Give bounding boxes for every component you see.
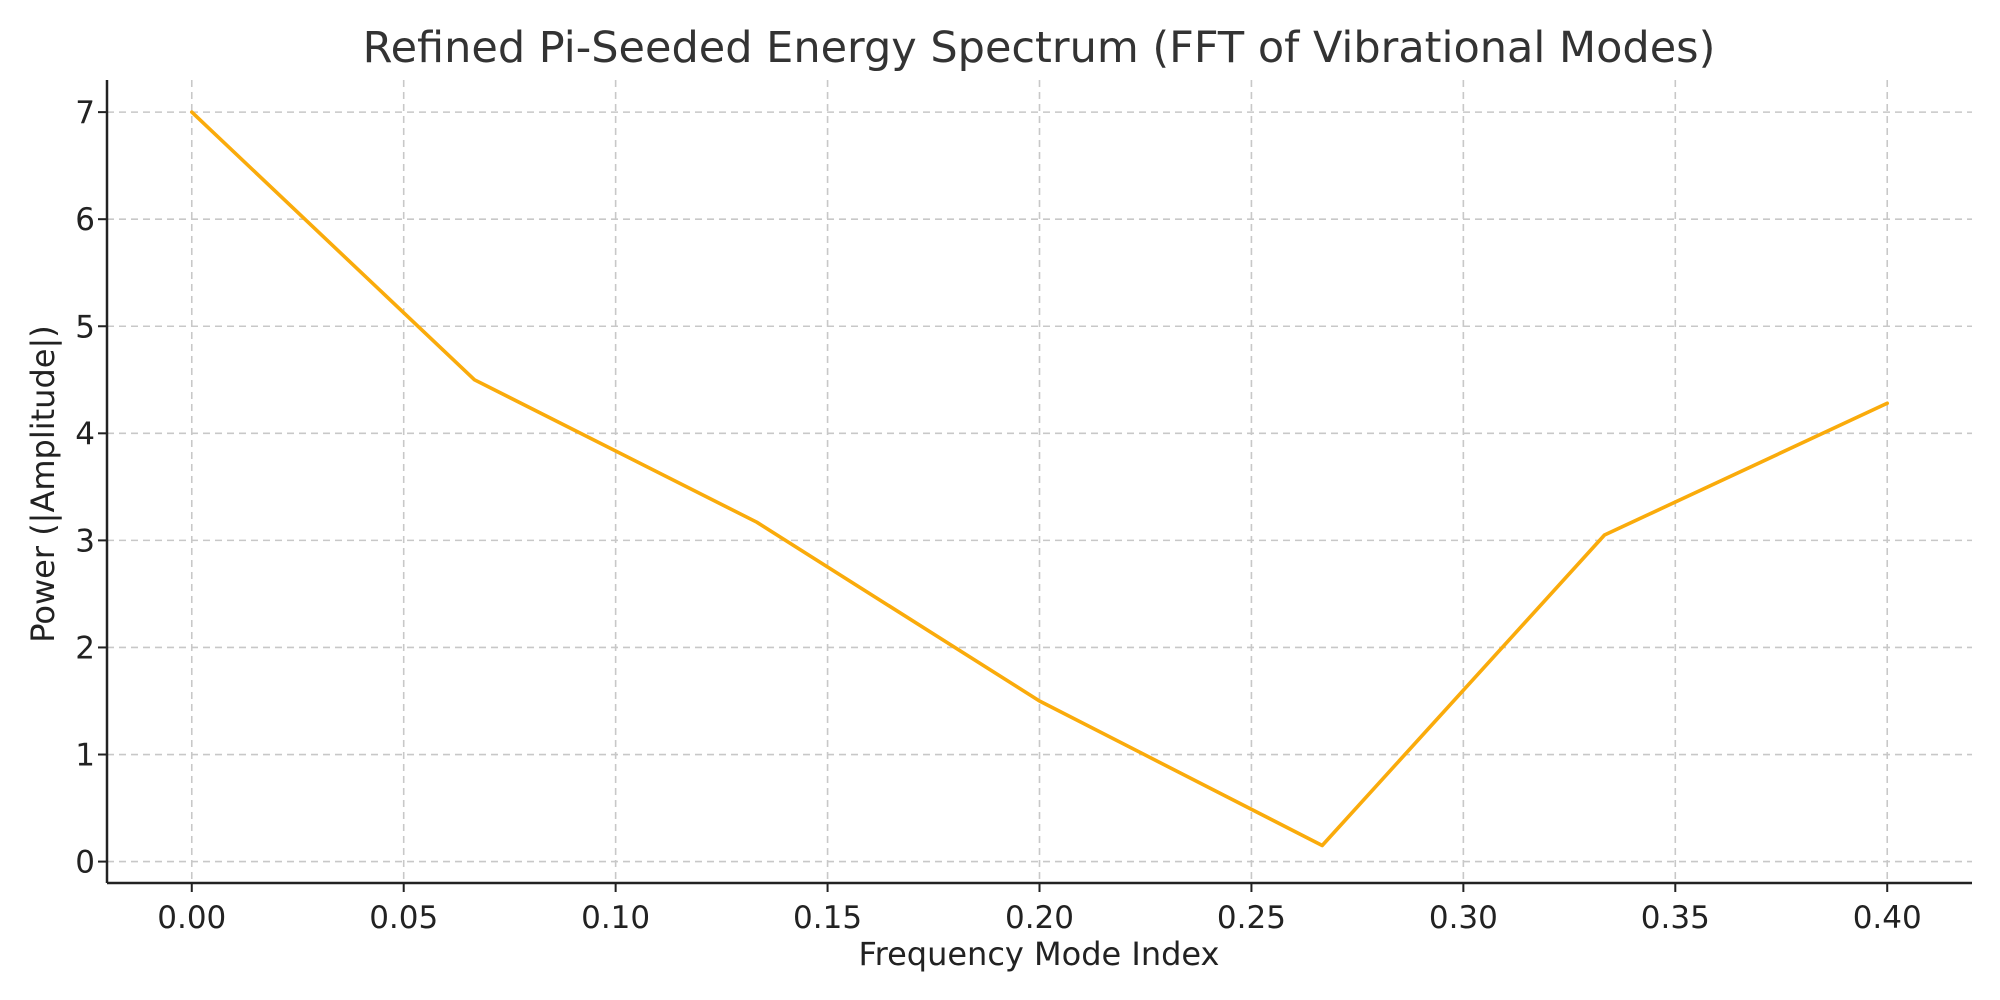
x-tick-label: 0.00 (157, 900, 226, 936)
y-tick-label: 6 (75, 202, 95, 238)
ticks-layer: 0.00 0.05 0.10 0.15 0.20 0.25 0.30 0.35 0.40 0 1 2 3… (75, 95, 1921, 936)
x-tick-label: 0.10 (581, 900, 650, 936)
x-tick-label: 0.15 (793, 900, 862, 936)
data-point (191, 112, 192, 113)
chart-title: Refined Pi-Seeded Energy Spectrum (FFT o… (363, 23, 1716, 73)
data-point (1887, 403, 1888, 404)
x-tick-label: 0.40 (1853, 900, 1922, 936)
data-point (756, 522, 757, 523)
x-tick-label: 0.20 (1005, 900, 1074, 936)
x-axis-label: Frequency Mode Index (859, 935, 1220, 973)
y-tick-label: 5 (75, 309, 95, 345)
y-tick-label: 1 (75, 738, 95, 774)
y-axis-label: Power (|Amplitude|) (24, 325, 62, 642)
data-point (1322, 845, 1323, 846)
y-tick-label: 0 (75, 845, 95, 881)
series-line (190, 110, 1889, 848)
grid-layer (107, 80, 1972, 883)
x-tick-label: 0.30 (1429, 900, 1498, 936)
data-point (474, 379, 475, 380)
x-tick-label: 0.35 (1641, 900, 1710, 936)
y-tick-label: 7 (75, 95, 95, 131)
data-point (1604, 535, 1605, 536)
y-tick-label: 4 (75, 416, 95, 452)
x-tick-label: 0.05 (369, 900, 438, 936)
y-tick-label: 2 (75, 630, 95, 666)
series-layer (190, 110, 1889, 848)
data-point (1039, 700, 1040, 701)
x-tick-label: 0.25 (1217, 900, 1286, 936)
y-tick-label: 3 (75, 523, 95, 559)
